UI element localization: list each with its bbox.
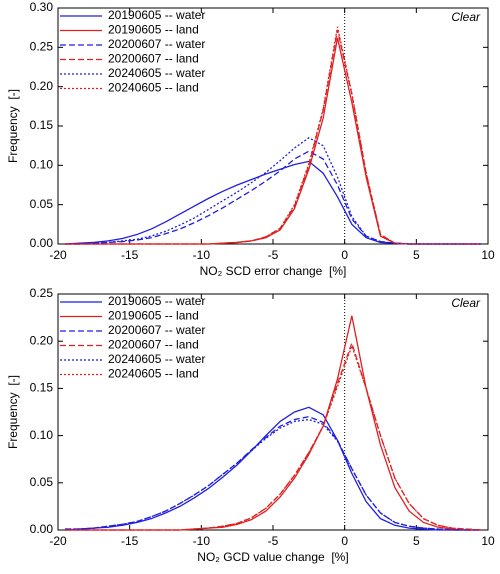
x-tick-label: -5 [268,248,279,262]
x-axis-label: NO₂ SCD error change [%] [200,264,347,278]
series-line [65,150,481,245]
y-tick-label: 0.05 [30,197,54,211]
legend-label: 20200607 -- land [108,52,199,66]
y-tick-label: 0.00 [30,236,54,250]
x-tick-label: -15 [121,248,139,262]
legend-label: 20240605 -- water [108,66,205,80]
annotation: Clear [451,296,481,310]
y-tick-label: 0.10 [30,428,54,442]
y-tick-label: 0.25 [30,286,54,300]
x-tick-label: 0 [341,534,348,548]
series-line [65,137,481,245]
y-tick-label: 0.10 [30,158,54,172]
y-tick-label: 0.25 [30,40,54,54]
legend-label: 20200607 -- water [108,37,205,51]
series-line [65,160,481,245]
legend-label: 20200607 -- water [108,323,205,337]
x-tick-label: 5 [413,534,420,548]
legend-label: 20190605 -- water [108,294,205,308]
x-tick-label: -20 [49,534,67,548]
x-tick-label: -10 [193,248,211,262]
y-tick-label: 0.05 [30,475,54,489]
legend-label: 20240605 -- land [108,81,199,95]
x-tick-label: 10 [481,534,495,548]
legend-label: 20190605 -- water [108,8,205,22]
x-tick-label: -5 [268,534,279,548]
series-line [65,416,481,531]
y-tick-label: 0.20 [30,333,54,347]
series-line [65,418,481,531]
series-line [65,343,481,531]
legend-label: 20190605 -- land [108,23,199,37]
x-tick-label: -15 [121,534,139,548]
x-tick-label: -10 [193,534,211,548]
x-tick-label: -20 [49,248,67,262]
y-tick-label: 0.30 [30,0,54,14]
legend-label: 20200607 -- land [108,338,199,352]
x-tick-label: 10 [481,248,495,262]
annotation: Clear [451,10,481,24]
x-tick-label: 5 [413,248,420,262]
y-axis-label: Frequency [-] [6,375,20,449]
y-tick-label: 0.15 [30,118,54,132]
x-tick-label: 0 [341,248,348,262]
x-axis-label: NO₂ GCD value change [%] [197,550,348,564]
y-axis-label: Frequency [-] [6,89,20,163]
y-tick-label: 0.20 [30,79,54,93]
y-tick-label: 0.00 [30,522,54,536]
series-line [65,341,481,531]
legend-label: 20240605 -- water [108,352,205,366]
series-line [65,406,481,531]
legend-label: 20190605 -- land [108,309,199,323]
legend-label: 20240605 -- land [108,367,199,381]
y-tick-label: 0.15 [30,381,54,395]
series-line [65,26,481,245]
